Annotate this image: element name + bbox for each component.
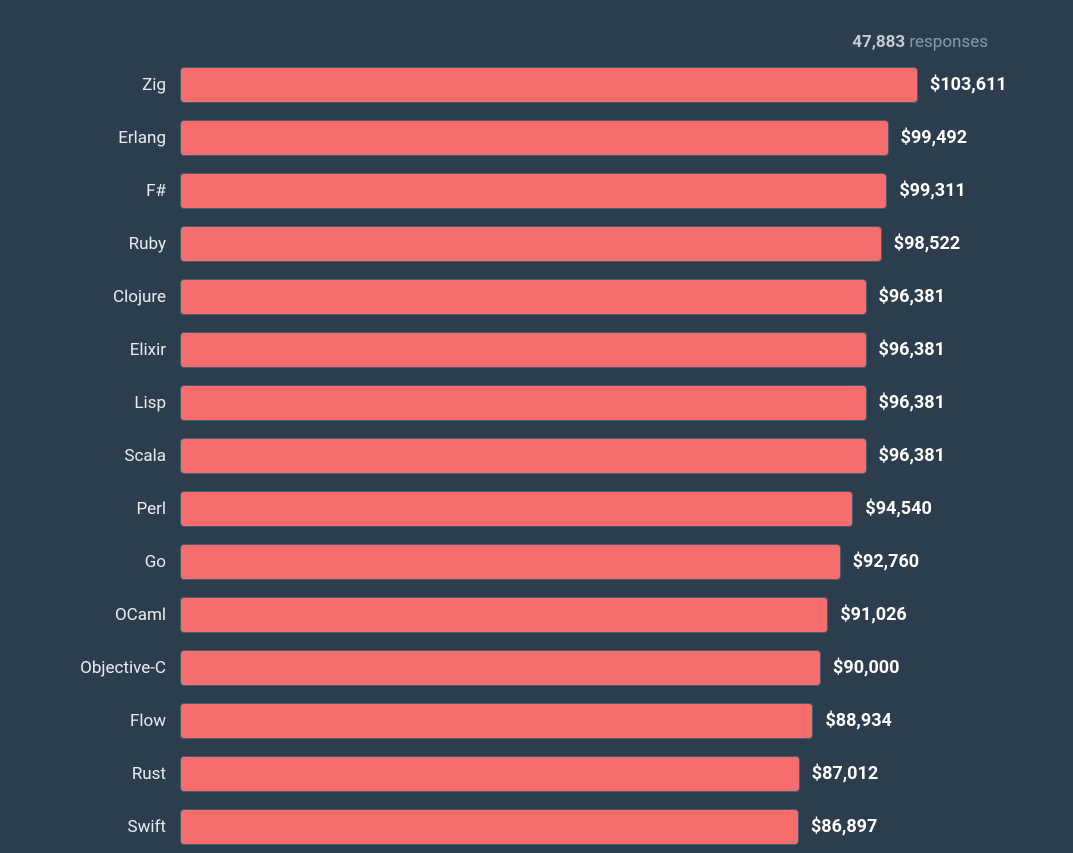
salary-bar-chart: Zig $103,611 Erlang $99,492 F# $99,311 Ruby $98… [0,58,1073,853]
bar [180,279,867,315]
bar-label: F# [0,181,180,201]
bar-container: $103,611 [180,67,1073,103]
bar-label: Elixir [0,340,180,360]
bar [180,67,918,103]
bar [180,120,889,156]
bar-value: $96,381 [879,286,945,307]
bar-container: $96,381 [180,385,1073,421]
bar-container: $91,026 [180,597,1073,633]
bar-label: Objective-C [0,658,180,678]
chart-row: Zig $103,611 [0,58,1073,111]
bar-container: $96,381 [180,332,1073,368]
chart-row: Flow $88,934 [0,694,1073,747]
bar-container: $87,012 [180,756,1073,792]
chart-row: Perl $94,540 [0,482,1073,535]
chart-row: Ruby $98,522 [0,217,1073,270]
bar-value: $91,026 [840,604,906,625]
bar-value: $88,934 [825,710,891,731]
bar [180,332,867,368]
response-count-label: responses [909,32,988,52]
bar [180,491,853,527]
bar-container: $94,540 [180,491,1073,527]
bar [180,385,867,421]
bar-label: Perl [0,499,180,519]
bar-label: Flow [0,711,180,731]
bar-label: Go [0,552,180,572]
bar [180,597,828,633]
bar-value: $90,000 [833,657,899,678]
bar-container: $99,492 [180,120,1073,156]
chart-row: Scala $96,381 [0,429,1073,482]
bar-value: $94,540 [865,498,931,519]
chart-row: Go $92,760 [0,535,1073,588]
chart-row: Lisp $96,381 [0,376,1073,429]
bar-label: Ruby [0,234,180,254]
chart-row: Clojure $96,381 [0,270,1073,323]
bar-container: $96,381 [180,279,1073,315]
bar-container: $90,000 [180,650,1073,686]
chart-row: Elixir $96,381 [0,323,1073,376]
bar-label: Zig [0,75,180,95]
bar-label: Lisp [0,393,180,413]
bar-container: $88,934 [180,703,1073,739]
bar [180,756,800,792]
bar [180,173,887,209]
bar [180,650,821,686]
chart-row: Erlang $99,492 [0,111,1073,164]
chart-row: OCaml $91,026 [0,588,1073,641]
bar-value: $103,611 [930,74,1007,95]
bar [180,703,813,739]
response-count: 47,883 responses [852,32,988,52]
bar-container: $98,522 [180,226,1073,262]
bar-container: $92,760 [180,544,1073,580]
bar-value: $99,311 [899,180,965,201]
bar-label: OCaml [0,605,180,625]
bar-value: $96,381 [879,392,945,413]
bar-value: $87,012 [812,763,878,784]
bar-value: $96,381 [879,445,945,466]
chart-row: Objective-C $90,000 [0,641,1073,694]
bar-label: Rust [0,764,180,784]
response-count-number: 47,883 [852,32,905,52]
bar [180,226,882,262]
bar-value: $92,760 [853,551,919,572]
bar [180,544,841,580]
bar [180,438,867,474]
bar-value: $98,522 [894,233,960,254]
chart-row: Rust $87,012 [0,747,1073,800]
bar-label: Scala [0,446,180,466]
bar-label: Erlang [0,128,180,148]
bar-value: $96,381 [879,339,945,360]
bar-container: $99,311 [180,173,1073,209]
chart-row: F# $99,311 [0,164,1073,217]
bar-value: $99,492 [901,127,967,148]
bar-container: $96,381 [180,438,1073,474]
bar-label: Clojure [0,287,180,307]
